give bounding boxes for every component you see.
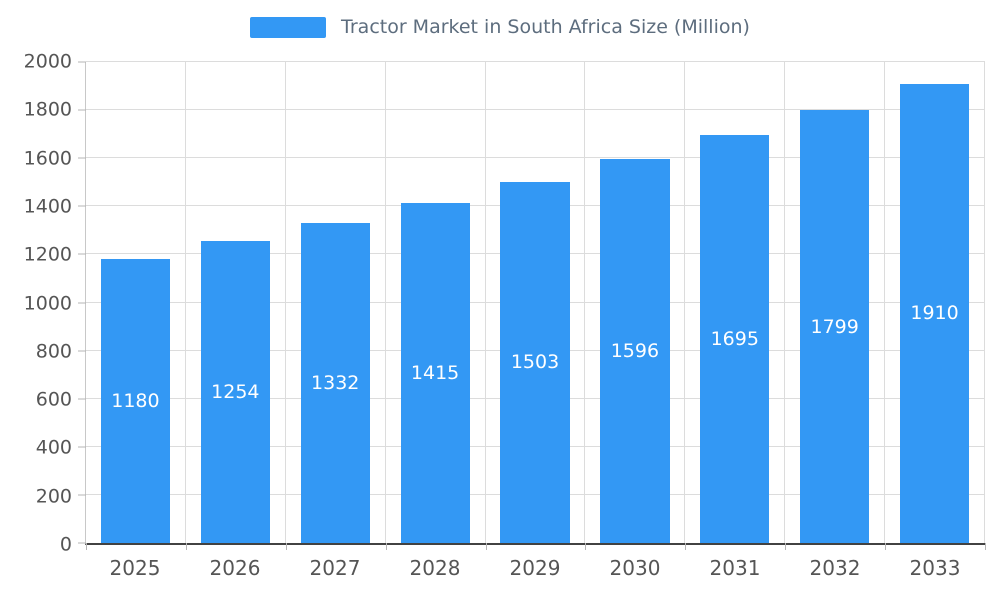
x-axis-tick bbox=[985, 543, 986, 550]
bar: 1799 bbox=[800, 110, 870, 543]
x-axis-tick bbox=[885, 543, 887, 550]
category-column: 1254 bbox=[186, 62, 286, 543]
x-axis-tick-label: 2027 bbox=[309, 556, 361, 580]
bar-value-label: 1503 bbox=[510, 351, 560, 374]
category-column: 1910 bbox=[885, 62, 986, 543]
bar: 1180 bbox=[100, 259, 171, 543]
legend: Tractor Market in South Africa Size (Mil… bbox=[0, 16, 1000, 38]
y-axis-tick bbox=[78, 446, 86, 448]
x-axis-tick-label: 2033 bbox=[909, 556, 961, 580]
bar: 1415 bbox=[400, 202, 470, 543]
bar-value-label: 1332 bbox=[311, 371, 360, 394]
chart-title: Tractor Market in South Africa Size (Mil… bbox=[341, 16, 750, 38]
x-axis-tick bbox=[185, 543, 187, 550]
category-column: 1799 bbox=[785, 62, 886, 543]
y-axis-tick bbox=[78, 398, 86, 400]
bar-value-label: 1596 bbox=[610, 340, 660, 363]
x-axis-tick-label: 2032 bbox=[809, 556, 861, 580]
category-column: 1180 bbox=[86, 62, 186, 543]
y-axis-tick bbox=[78, 302, 86, 303]
bar-value-label: 1695 bbox=[710, 328, 759, 351]
h-gridline bbox=[86, 157, 985, 159]
bar-value-label: 1910 bbox=[910, 302, 959, 325]
bar-value-label: 1180 bbox=[111, 390, 160, 413]
y-axis-tick-label: 1200 bbox=[23, 243, 72, 266]
plot-area: 1180 1254 1332 1415 1503 1596 1695 1799 1910 bbox=[78, 61, 986, 550]
y-axis-labels: 0 200 400 600 800 1000 1200 1400 1600 1800 2000 bbox=[0, 52, 72, 554]
x-axis-tick bbox=[785, 543, 787, 550]
x-axis-tick bbox=[685, 543, 687, 550]
y-axis-tick-label: 1800 bbox=[23, 98, 72, 121]
category-column: 1503 bbox=[486, 62, 586, 543]
category-column: 1415 bbox=[386, 62, 486, 543]
y-axis-tick-label: 400 bbox=[35, 436, 72, 459]
y-axis-tick bbox=[78, 205, 86, 207]
bar: 1503 bbox=[500, 181, 570, 543]
x-axis-tick-label: 2030 bbox=[609, 556, 661, 580]
y-axis-tick-label: 800 bbox=[35, 340, 72, 363]
bar: 1695 bbox=[700, 135, 770, 543]
y-axis-tick-label: 1000 bbox=[23, 292, 72, 314]
category-column: 1332 bbox=[286, 62, 386, 543]
h-gridline bbox=[86, 109, 985, 111]
h-gridline bbox=[86, 61, 985, 62]
bar: 1596 bbox=[600, 159, 670, 543]
x-axis-tick-label: 2025 bbox=[109, 556, 161, 580]
bar-value-label: 1415 bbox=[410, 361, 460, 384]
y-axis-tick bbox=[78, 494, 86, 496]
y-axis-tick-label: 2000 bbox=[23, 50, 72, 73]
y-axis-tick bbox=[78, 253, 86, 255]
x-axis-labels: 2025 2026 2027 2028 2029 2030 2031 2032 2033 bbox=[85, 556, 985, 580]
y-axis-tick-label: 1400 bbox=[23, 195, 72, 218]
x-axis-tick-label: 2031 bbox=[709, 556, 761, 580]
x-axis-tick bbox=[285, 543, 287, 550]
y-axis-tick bbox=[78, 61, 86, 63]
x-axis-tick bbox=[86, 543, 87, 550]
y-axis-tick bbox=[78, 109, 86, 111]
x-axis-tick-label: 2028 bbox=[409, 556, 461, 580]
category-column: 1596 bbox=[585, 62, 686, 543]
bar: 1910 bbox=[899, 83, 970, 543]
legend-swatch bbox=[250, 16, 327, 38]
x-axis-tick bbox=[485, 543, 487, 550]
bar-value-label: 1799 bbox=[810, 315, 859, 338]
y-axis-tick bbox=[78, 157, 86, 159]
y-axis-tick-label: 0 bbox=[59, 533, 72, 556]
y-axis-tick-label: 1600 bbox=[23, 147, 72, 170]
x-axis-tick bbox=[385, 543, 387, 550]
x-axis-tick-label: 2026 bbox=[209, 556, 261, 580]
x-axis-tick bbox=[585, 543, 587, 550]
y-axis-tick bbox=[78, 350, 86, 352]
y-axis-tick-label: 600 bbox=[35, 388, 72, 411]
bar: 1254 bbox=[200, 241, 270, 543]
bar-value-label: 1254 bbox=[211, 381, 260, 404]
y-axis-tick bbox=[78, 542, 86, 544]
x-axis-tick-label: 2029 bbox=[509, 556, 561, 580]
bar: 1332 bbox=[300, 222, 370, 543]
category-column: 1695 bbox=[685, 62, 786, 543]
y-axis-tick-label: 200 bbox=[35, 485, 72, 508]
